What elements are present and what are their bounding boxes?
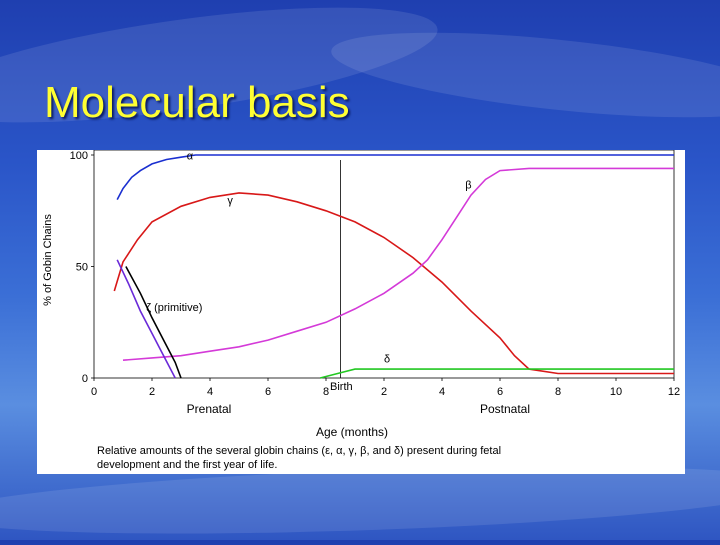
series-annotation: γ — [227, 195, 233, 207]
x-tick-label: 4 — [207, 386, 213, 398]
series-line — [116, 259, 176, 379]
caption-line-1: Relative amounts of the several globin c… — [97, 445, 501, 457]
label-layer: α γ β δ ζ (primitive) — [146, 150, 471, 365]
series-line — [122, 167, 674, 361]
series-annotation: ζ (primitive) — [146, 302, 202, 314]
postnatal-label: Postnatal — [480, 402, 530, 416]
prenatal-label: Prenatal — [187, 402, 232, 416]
x-tick-label: 6 — [265, 386, 271, 398]
y-axis-label: % of Gobin Chains — [42, 214, 54, 306]
series-annotation: β — [465, 179, 471, 191]
x-tick-label: 12 — [668, 386, 680, 398]
y-tick-label: 50 — [76, 262, 88, 274]
background-streak — [327, 16, 720, 134]
series-annotation: δ — [384, 353, 390, 365]
series-line — [125, 266, 182, 379]
y-tick-label: 100 — [70, 150, 88, 162]
plot-frame — [93, 149, 675, 379]
series-layer — [113, 154, 674, 379]
x-tick-label: 4 — [439, 386, 445, 398]
x-tick-label: 8 — [323, 386, 329, 398]
x-tick-label: 8 — [555, 386, 561, 398]
globin-chart: 0 50 100 0 2 4 6 8 2 4 6 8 10 12 α γ β δ ζ (primitive) % … — [42, 149, 680, 471]
x-tick-label: 2 — [381, 386, 387, 398]
x-tick-label: 0 — [91, 386, 97, 398]
axes-layer: 0 50 100 0 2 4 6 8 2 4 6 8 10 12 — [70, 149, 680, 398]
x-tick-label: 10 — [610, 386, 622, 398]
birth-label: Birth — [330, 381, 353, 393]
series-line — [319, 368, 674, 379]
figure-panel: 0 50 100 0 2 4 6 8 2 4 6 8 10 12 α γ β δ ζ (primitive) % … — [37, 149, 685, 474]
series-annotation: α — [187, 150, 194, 162]
x-axis-label: Age (months) — [316, 425, 388, 439]
x-tick-label: 6 — [497, 386, 503, 398]
caption-line-2: development and the first year of life. — [97, 459, 277, 471]
y-tick-label: 0 — [82, 373, 88, 385]
series-line — [113, 192, 674, 375]
slide-title: Molecular basis — [44, 78, 350, 127]
x-tick-label: 2 — [149, 386, 155, 398]
series-line — [116, 154, 674, 200]
